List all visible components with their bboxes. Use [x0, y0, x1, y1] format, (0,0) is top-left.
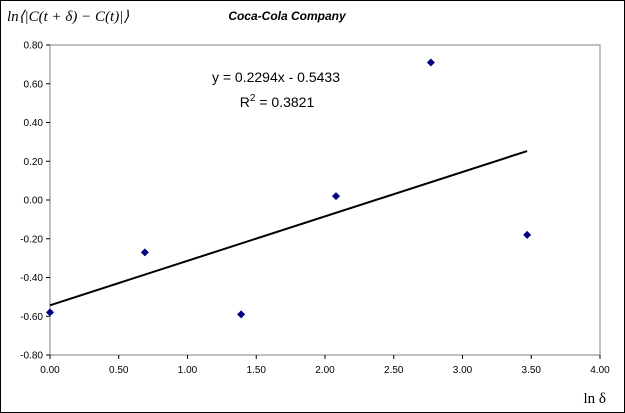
data-point — [426, 58, 435, 67]
y-tick-label: -0.80 — [20, 351, 43, 362]
data-point — [237, 310, 246, 319]
y-tick-label: 0.80 — [24, 41, 44, 52]
y-tick-label: -0.20 — [20, 234, 43, 245]
chart-title: Coca-Cola Company — [228, 9, 347, 23]
x-tick-label: 0.00 — [40, 365, 60, 376]
trendline-r-squared: R2 = 0.3821 — [240, 93, 315, 110]
x-tick-label: 1.00 — [178, 365, 198, 376]
x-tick-label: 1.50 — [247, 365, 267, 376]
trendline-layer — [49, 150, 528, 307]
trendline — [49, 150, 528, 307]
y-axis-label: ln⟨|C(t + δ) − C(t)|⟩ — [7, 9, 129, 25]
x-tick-label: 3.00 — [453, 365, 473, 376]
x-tick-label: 0.50 — [109, 365, 129, 376]
y-tick-label: -0.40 — [20, 273, 43, 284]
axes-layer: 0.00 0.50 1.00 1.50 2.00 2.50 3.00 3.50 4.00 0.80… — [20, 41, 610, 377]
y-tick-label: 0.40 — [24, 118, 44, 129]
trendline-equation: y = 0.2294x - 0.5433 — [212, 69, 340, 85]
x-tick-label: 2.00 — [315, 365, 335, 376]
data-point — [523, 230, 532, 239]
plot-area — [49, 44, 601, 356]
data-points-layer — [46, 58, 532, 319]
x-tick-label: 4.00 — [590, 365, 610, 376]
r2-letter: R — [240, 94, 250, 110]
x-tick-label: 3.50 — [522, 365, 542, 376]
y-tick-label: 0.60 — [24, 79, 44, 90]
x-axis-label: ln δ — [584, 391, 607, 407]
y-tick-label: -0.60 — [20, 312, 43, 323]
data-point — [46, 308, 54, 317]
data-point — [332, 192, 340, 201]
r2-superscript: 2 — [250, 93, 256, 104]
data-point — [140, 248, 149, 257]
x-tick-label: 2.50 — [384, 365, 404, 376]
r2-value: = 0.3821 — [255, 94, 314, 110]
y-tick-label: 0.00 — [24, 196, 44, 207]
y-tick-label: 0.20 — [24, 157, 44, 168]
